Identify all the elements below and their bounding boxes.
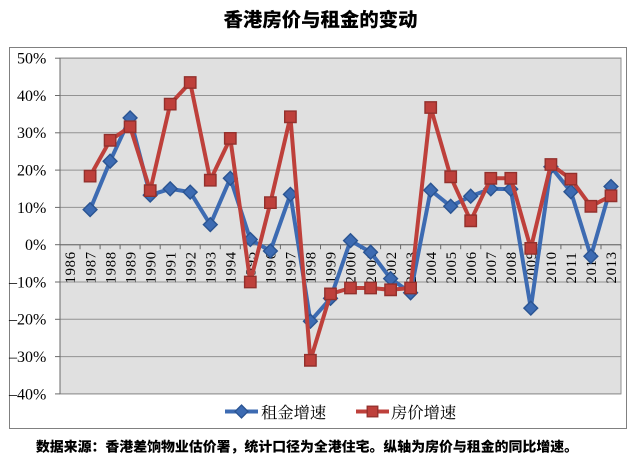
svg-text:2013: 2013 — [604, 251, 620, 283]
svg-text:1990: 1990 — [143, 251, 159, 283]
svg-text:1997: 1997 — [284, 251, 300, 283]
svg-text:1988: 1988 — [103, 251, 119, 283]
svg-text:2008: 2008 — [504, 251, 520, 283]
svg-text:1989: 1989 — [123, 251, 139, 283]
svg-text:20%: 20% — [17, 163, 46, 180]
svg-text:2011: 2011 — [564, 252, 580, 284]
svg-text:50%: 50% — [17, 51, 46, 68]
svg-text:2000: 2000 — [344, 251, 360, 283]
svg-text:–40%: –40% — [8, 386, 46, 403]
svg-text:30%: 30% — [17, 125, 46, 142]
svg-text:1996: 1996 — [264, 251, 280, 283]
svg-text:2006: 2006 — [464, 251, 480, 283]
svg-text:1998: 1998 — [304, 251, 320, 283]
svg-text:1993: 1993 — [204, 251, 220, 283]
svg-text:40%: 40% — [17, 88, 46, 105]
svg-text:–10%: –10% — [8, 274, 46, 291]
svg-text:–20%: –20% — [8, 312, 46, 329]
svg-text:1986: 1986 — [63, 251, 79, 283]
svg-text:1999: 1999 — [324, 251, 340, 283]
svg-text:2007: 2007 — [484, 251, 500, 283]
svg-text:1991: 1991 — [163, 251, 179, 283]
svg-text:10%: 10% — [17, 200, 46, 217]
svg-text:1994: 1994 — [224, 251, 240, 283]
svg-text:2010: 2010 — [544, 251, 560, 283]
svg-text:1987: 1987 — [83, 251, 99, 283]
svg-text:–30%: –30% — [8, 349, 46, 366]
svg-text:0%: 0% — [25, 237, 46, 254]
svg-text:2005: 2005 — [444, 251, 460, 283]
svg-text:1992: 1992 — [183, 251, 199, 283]
svg-text:2004: 2004 — [424, 251, 440, 283]
